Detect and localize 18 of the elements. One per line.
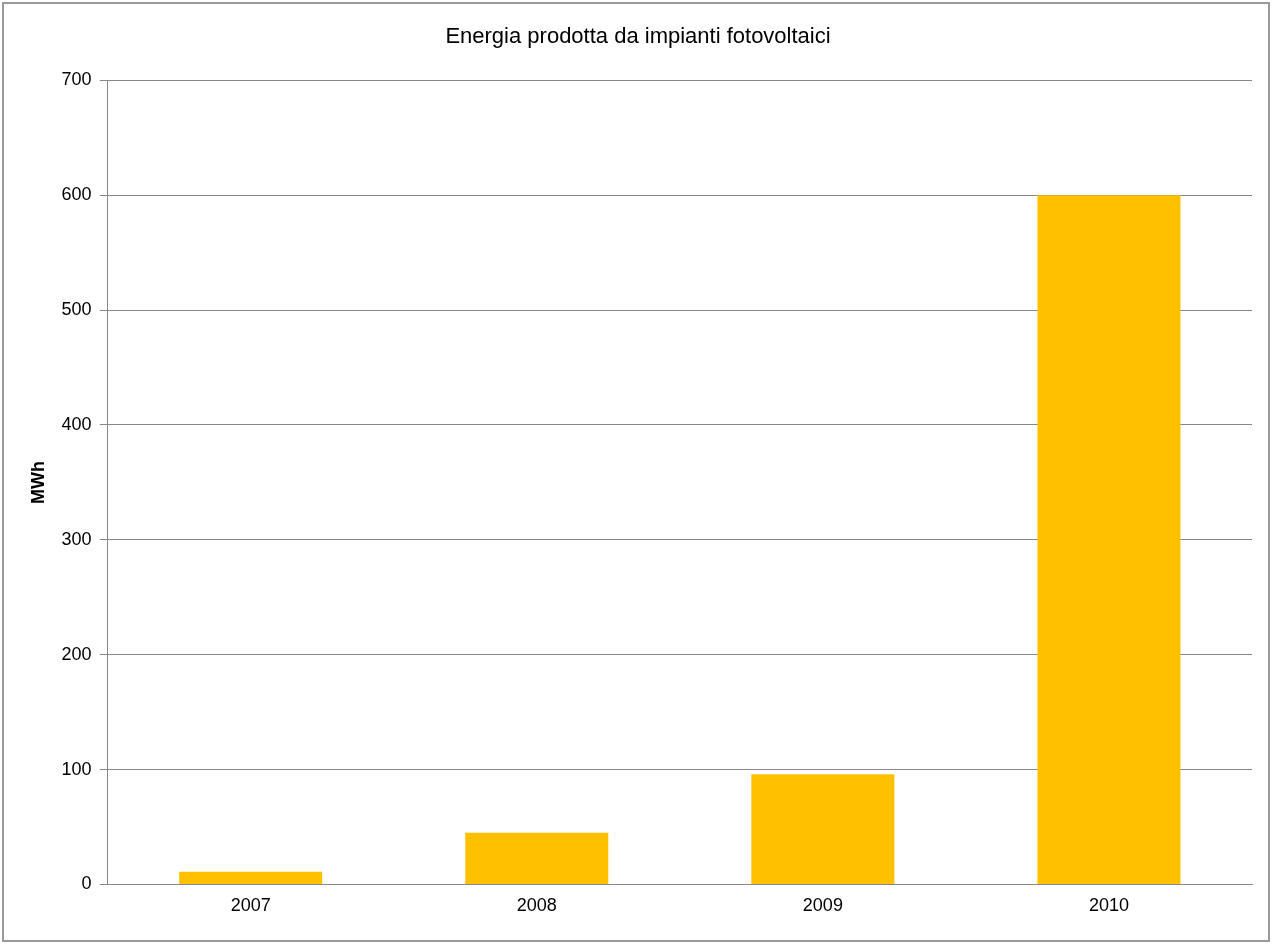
- y-tick-label: 100: [61, 758, 92, 779]
- chart-title: Energia prodotta da impianti fotovoltaici: [445, 23, 831, 49]
- bar: [179, 871, 323, 884]
- bar: [465, 832, 609, 884]
- y-tick-label: 500: [61, 299, 92, 320]
- y-tick-label: 0: [81, 873, 92, 894]
- y-tick-label: 400: [61, 413, 92, 434]
- bar: [1037, 195, 1181, 884]
- x-tick-label: 2007: [230, 895, 271, 916]
- y-tick-label: 700: [61, 69, 92, 90]
- y-tick-label: 300: [61, 528, 92, 549]
- y-tick-label: 200: [61, 643, 92, 664]
- x-tick-label: 2008: [516, 895, 557, 916]
- x-tick-label: 2010: [1088, 895, 1129, 916]
- bar: [751, 774, 895, 884]
- y-axis-title: MWh: [27, 460, 48, 504]
- y-tick-label: 600: [61, 184, 92, 205]
- x-tick-label: 2009: [802, 895, 843, 916]
